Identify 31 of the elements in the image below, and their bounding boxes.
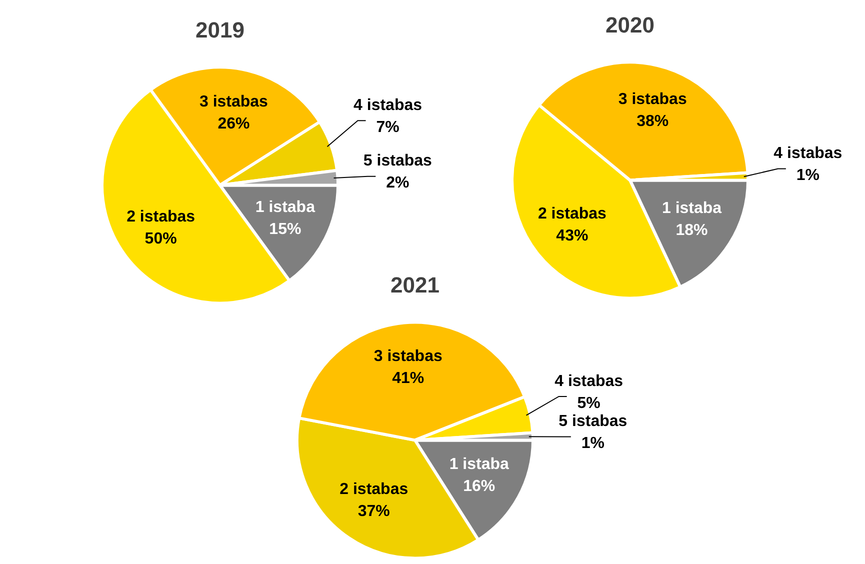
- data-label: 1%: [796, 167, 820, 184]
- slice-label: 3 istabas: [374, 348, 442, 365]
- data-label: 26%: [218, 116, 250, 133]
- slice-label: 5 istabas: [558, 413, 628, 430]
- slice-label: 4 istabas: [354, 97, 422, 114]
- data-label: 1%: [581, 435, 604, 452]
- data-label: 41%: [392, 370, 424, 387]
- data-label: 2%: [386, 174, 410, 192]
- slice-label: 2 istabas: [340, 481, 408, 498]
- slice-label: 1 istaba: [662, 200, 722, 217]
- slice-label: 3 istabas: [199, 94, 268, 111]
- slice-label: 2 istabas: [538, 205, 607, 222]
- data-label: 37%: [358, 503, 390, 520]
- chart-title: 2020: [606, 12, 654, 38]
- chart-title: 2019: [196, 17, 244, 42]
- data-label: 50%: [144, 230, 177, 248]
- slice-label: 1 istaba: [449, 456, 509, 473]
- slice-label: 1 istaba: [255, 198, 316, 216]
- slice-label: 4 istabas: [774, 145, 842, 162]
- slice-label: 3 istabas: [618, 91, 687, 108]
- data-label: 16%: [463, 478, 496, 495]
- slice-label: 2 istabas: [126, 208, 196, 226]
- data-label: 38%: [636, 113, 669, 130]
- data-label: 5%: [577, 394, 600, 412]
- slice-label: 4 istabas: [554, 372, 624, 390]
- data-label: 7%: [376, 119, 400, 136]
- data-label: 18%: [676, 222, 708, 239]
- slice-label: 5 istabas: [363, 152, 432, 170]
- data-label: 15%: [269, 220, 302, 238]
- data-label: 43%: [556, 227, 588, 244]
- chart-title: 2021: [390, 272, 440, 298]
